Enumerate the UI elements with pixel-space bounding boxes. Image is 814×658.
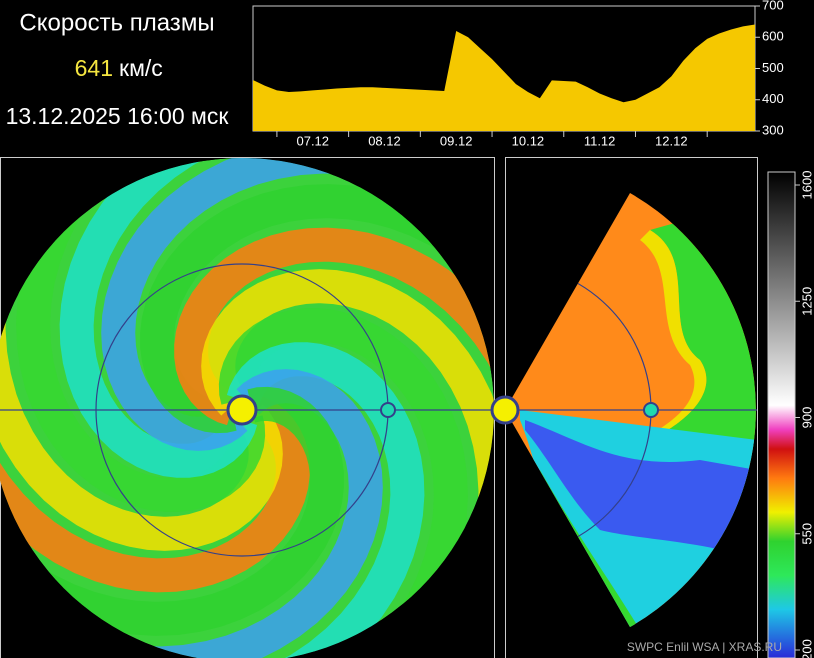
ecliptic-view: [0, 158, 494, 658]
spiral-arm: [0, 303, 283, 551]
colorbar-tick-label: 1600: [799, 171, 814, 200]
title: Скорость плазмы: [19, 9, 214, 36]
colorbar-tick-label: 900: [799, 407, 814, 429]
colorbar: [767, 171, 796, 658]
green-lower: [540, 470, 640, 627]
spiral-arm: [135, 369, 383, 658]
spiral-arm: [59, 158, 258, 478]
x-tick-label: 12.12: [655, 133, 688, 148]
y-tick-label: 600: [762, 29, 784, 44]
yellow-band: [640, 230, 707, 440]
speed-area: [253, 24, 755, 131]
spiral-arm: [140, 184, 469, 434]
y-tick-label: 700: [762, 0, 784, 12]
blue-region: [525, 420, 756, 560]
earth: [643, 402, 659, 418]
credit: SWPC Enlil WSA | XRAS.RU: [627, 640, 782, 654]
y-tick-label: 400: [762, 91, 784, 106]
earth: [380, 402, 396, 418]
x-tick-label: 09.12: [440, 133, 473, 148]
x-tick-label: 11.12: [584, 133, 616, 148]
wedge: [505, 193, 756, 627]
disk: [0, 158, 494, 658]
spiral-arm: [174, 227, 494, 426]
speed-value: 641: [75, 55, 113, 81]
spiral-arm: [101, 158, 349, 451]
x-tick-label: 07.12: [296, 133, 329, 148]
spiral-arm: [201, 269, 494, 517]
spiral-arm: [0, 394, 310, 593]
colorbar-tick-label: 200: [799, 639, 814, 658]
spiral-arm: [16, 183, 266, 512]
spiral-arm: [218, 308, 468, 637]
colorbar-tick-label: 1250: [799, 287, 814, 316]
timestamp: 13.12.2025 16:00 мск: [6, 103, 230, 129]
x-tick-label: 08.12: [368, 133, 401, 148]
sun: [226, 394, 258, 426]
spiral-arm: [15, 386, 344, 636]
speed-unit: км/с: [119, 55, 163, 81]
colorbar-tick-label: 550: [799, 523, 814, 545]
x-tick-label: 10.12: [512, 133, 545, 148]
y-tick-label: 500: [762, 60, 784, 75]
y-tick-label: 300: [762, 122, 784, 137]
sun: [490, 395, 520, 425]
